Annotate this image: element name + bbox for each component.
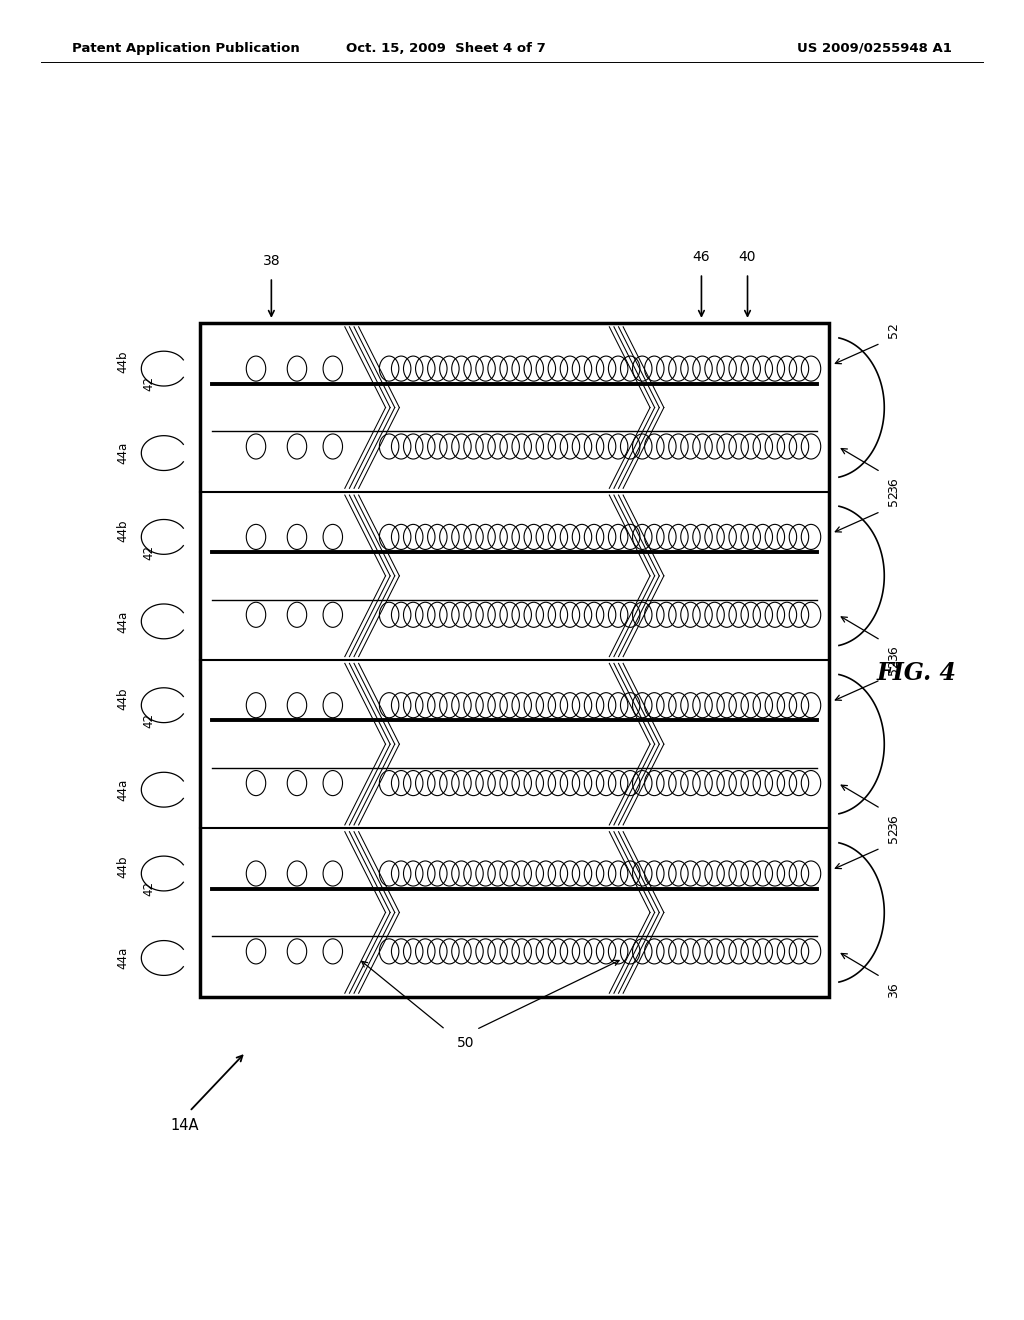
Text: 44a: 44a: [117, 779, 129, 801]
Text: 50: 50: [457, 1036, 475, 1051]
Text: 44b: 44b: [117, 351, 129, 374]
Text: 42: 42: [142, 376, 155, 391]
Text: 44a: 44a: [117, 442, 129, 465]
Text: 52: 52: [888, 659, 900, 675]
Text: Oct. 15, 2009  Sheet 4 of 7: Oct. 15, 2009 Sheet 4 of 7: [345, 42, 546, 54]
Text: 44b: 44b: [117, 855, 129, 878]
Text: 52: 52: [888, 322, 900, 338]
Bar: [200, 323, 829, 997]
Text: 36: 36: [888, 645, 900, 661]
Text: 36: 36: [888, 478, 900, 492]
Text: 36: 36: [888, 982, 900, 998]
Text: 52: 52: [888, 826, 900, 843]
Text: 42: 42: [142, 713, 155, 727]
Text: 52: 52: [888, 490, 900, 507]
Text: 42: 42: [142, 545, 155, 560]
Text: US 2009/0255948 A1: US 2009/0255948 A1: [798, 42, 952, 54]
Text: Patent Application Publication: Patent Application Publication: [72, 42, 299, 54]
Text: 36: 36: [888, 814, 900, 829]
Text: 40: 40: [738, 249, 757, 264]
Text: 14A: 14A: [170, 1118, 199, 1133]
Text: 46: 46: [692, 249, 711, 264]
Text: 42: 42: [142, 882, 155, 896]
Text: 38: 38: [262, 253, 281, 268]
Text: 44b: 44b: [117, 519, 129, 541]
Text: 44b: 44b: [117, 688, 129, 710]
Text: 44a: 44a: [117, 610, 129, 632]
Text: 44a: 44a: [117, 946, 129, 969]
Text: FIG. 4: FIG. 4: [877, 661, 956, 685]
